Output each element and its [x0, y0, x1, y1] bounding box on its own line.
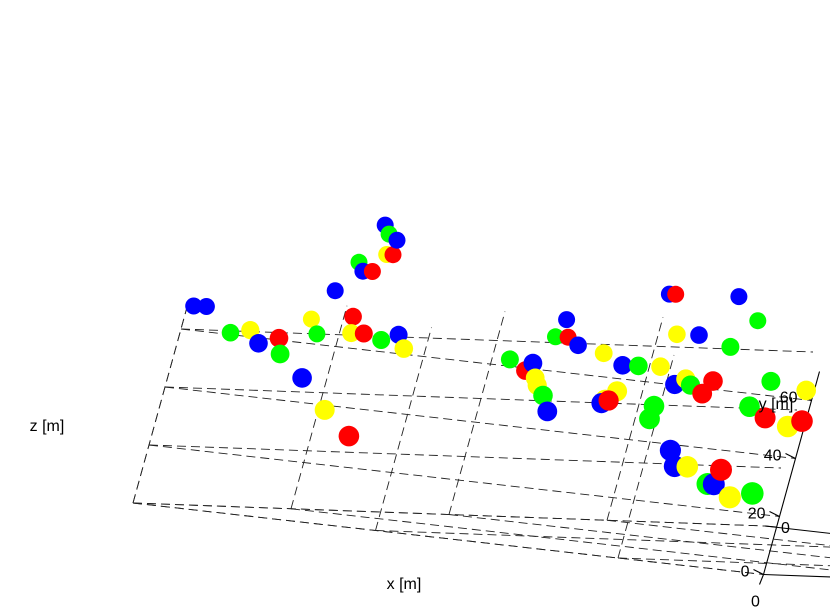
data-point: [668, 325, 686, 344]
z-axis-label: z [m]: [30, 418, 65, 435]
data-point: [754, 407, 776, 429]
grid-line: [617, 557, 830, 567]
data-point: [558, 311, 576, 329]
y-axis-label: y [m]: [759, 396, 794, 413]
data-point: [221, 323, 240, 342]
y-axis-line: [764, 525, 830, 534]
data-point: [388, 231, 406, 249]
data-point: [292, 368, 312, 388]
data-point: [761, 371, 781, 391]
data-point: [344, 307, 362, 326]
data-point: [741, 482, 764, 505]
grid-line: [132, 502, 764, 575]
data-point: [718, 486, 741, 509]
x-axis-line: [763, 573, 830, 578]
grid-line: [606, 519, 830, 546]
grid-line: [132, 299, 190, 504]
z-tick-label: 60: [780, 390, 798, 407]
z-tick-label: 0: [741, 564, 750, 581]
grid-line: [606, 317, 664, 521]
data-point: [730, 288, 748, 306]
grid-line: [375, 530, 830, 548]
data-point: [241, 321, 260, 340]
data-point: [384, 246, 402, 264]
grid-line: [148, 444, 782, 469]
data-point: [523, 353, 543, 373]
data-point: [749, 312, 767, 330]
grid-line: [164, 386, 798, 411]
data-point: [338, 425, 360, 447]
data-point: [547, 328, 564, 346]
data-point: [791, 410, 813, 432]
data-point: [302, 310, 320, 328]
z-axis-line: [762, 371, 821, 575]
y-tick-mark: [764, 525, 777, 528]
grid-line: [164, 386, 796, 459]
x-tick-label: 0: [751, 594, 760, 611]
data-point: [326, 282, 344, 300]
data-point: [598, 390, 619, 411]
z-tick-mark: [753, 569, 764, 575]
data-point: [667, 285, 685, 303]
data-point: [270, 344, 290, 364]
data-point: [721, 337, 740, 356]
data-point: [639, 408, 660, 430]
data-point: [354, 324, 373, 343]
data-point: [537, 401, 558, 422]
data-point: [500, 350, 519, 369]
data-point: [690, 326, 708, 344]
y-tick-label: 0: [781, 520, 790, 537]
data-point: [676, 456, 699, 478]
data-point: [613, 356, 632, 375]
marker-layer: [185, 216, 816, 509]
data-point: [308, 325, 326, 343]
z-tick-mark: [785, 453, 796, 459]
grid-line: [448, 514, 830, 559]
data-point: [710, 458, 732, 481]
z-tick-label: 40: [764, 448, 782, 465]
x-tick-mark: [758, 574, 765, 585]
data-point: [594, 344, 613, 363]
data-point: [796, 380, 816, 401]
axis-layer: [753, 371, 830, 585]
data-point: [651, 357, 670, 377]
grid-line: [617, 354, 675, 559]
data-point: [394, 339, 414, 358]
data-point: [249, 334, 268, 353]
z-tick-label: 20: [748, 506, 766, 523]
data-point: [569, 336, 587, 355]
data-point: [185, 297, 203, 315]
grid-line: [148, 444, 780, 517]
data-point: [269, 328, 289, 348]
x-axis-label: x [m]: [387, 576, 422, 593]
z-tick-mark: [769, 511, 780, 517]
data-point: [692, 383, 713, 404]
data-point: [342, 324, 361, 343]
label-layer: x [m] y [m] z [m] 0501001500501000204060: [30, 390, 798, 611]
data-point: [389, 325, 408, 344]
grid-line: [290, 508, 830, 571]
data-point: [314, 399, 335, 420]
data-point: [629, 356, 648, 376]
grid-line: [448, 311, 506, 515]
grid-line: [132, 502, 766, 527]
grid-layer: [132, 299, 830, 575]
data-point: [372, 331, 391, 349]
data-point: [197, 298, 215, 315]
data-point: [739, 396, 760, 418]
grid-line: [375, 327, 432, 531]
data-point: [363, 263, 381, 280]
data-point: [533, 385, 553, 406]
